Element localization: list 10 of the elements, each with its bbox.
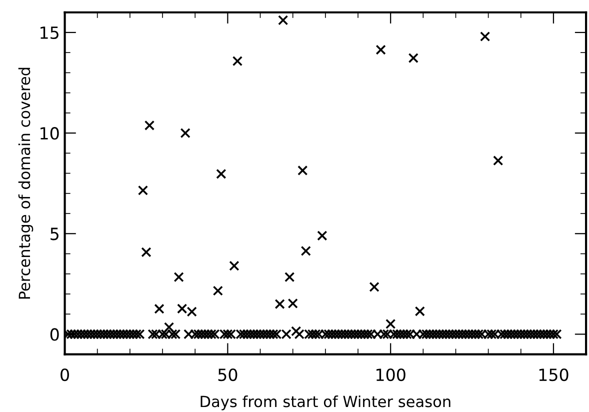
x-tick-label: 50 xyxy=(218,368,238,382)
x-axis-title: Days from start of Winter season xyxy=(200,395,450,410)
y-tick-label: 5 xyxy=(50,228,58,240)
y-tick-label: 0 xyxy=(50,328,59,341)
x-tick-label: 150 xyxy=(539,368,568,382)
y-tick-label: 10 xyxy=(40,127,59,140)
x-tick-label: 0 xyxy=(60,368,69,382)
x-tick-label: 100 xyxy=(376,368,406,382)
y-axis-title: Percentage of domain covered xyxy=(18,68,34,299)
y-tick-label: 15 xyxy=(40,26,58,40)
